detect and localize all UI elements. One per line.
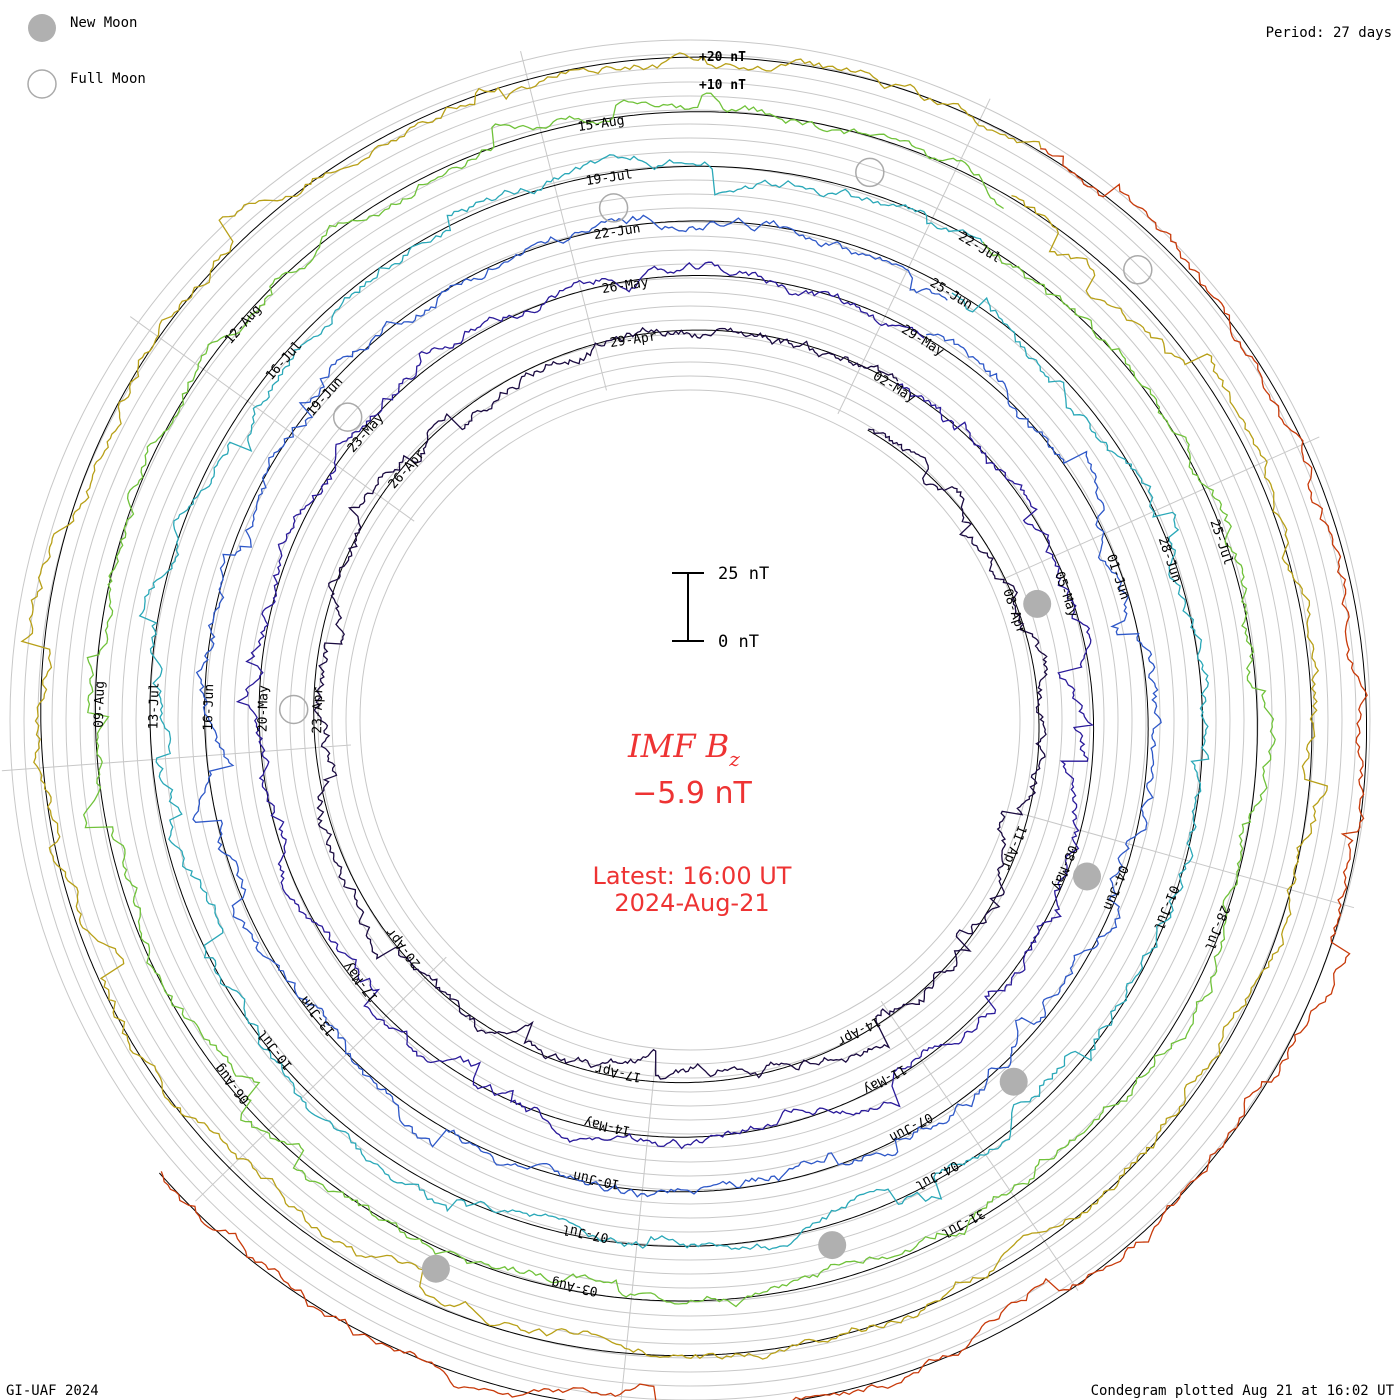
date-label: 31-Jul	[939, 1205, 987, 1241]
full-moon-icon	[28, 70, 56, 98]
date-label: 16-Jul	[263, 338, 305, 383]
scale-bar: 25 nT 0 nT	[672, 564, 769, 652]
date-label: 09-Aug	[92, 681, 108, 728]
legend: New Moon Full Moon	[28, 14, 146, 98]
scale-bar-bottom-label: 0 nT	[718, 632, 759, 652]
new-moon-icon	[28, 14, 56, 42]
date-label: 20-May	[255, 685, 271, 733]
date-label: 14-May	[583, 1114, 632, 1138]
date-label: 02-May	[870, 369, 918, 406]
footer-plot-time: Condegram plotted Aug 21 at 16:02 UT	[1091, 1383, 1395, 1399]
new-moon-marker	[818, 1231, 846, 1259]
date-label: 28-Jul	[1201, 903, 1232, 952]
new-moon-marker	[1073, 863, 1101, 891]
grid-ring	[346, 376, 1034, 1064]
condegram-chart: 08-Apr11-Apr14-Apr17-Apr20-Apr23-Apr26-A…	[0, 0, 1400, 1400]
center-title-subscript: z	[728, 747, 740, 771]
center-title: IMF Bz	[627, 727, 740, 771]
grid-spoke	[2, 745, 351, 771]
date-label: 03-Aug	[550, 1274, 599, 1298]
full-moon-marker	[280, 696, 308, 724]
date-label: 08-Apr	[999, 587, 1028, 636]
date-label: 22-Jul	[956, 229, 1004, 266]
date-label: 01-Jun	[1103, 552, 1132, 601]
date-label: 25-Jul	[1206, 518, 1235, 567]
series-rotation-2	[238, 262, 1093, 1148]
moon-markers	[280, 158, 1152, 1282]
new-moon-marker	[1023, 590, 1051, 618]
center-title-main: IMF B	[627, 727, 729, 765]
date-label: 10-Jun	[572, 1167, 621, 1191]
date-label: 26-May	[601, 275, 650, 297]
date-label: 16-Jun	[201, 684, 217, 731]
date-label: 14-Apr	[834, 1013, 883, 1049]
date-label: 15-Aug	[577, 113, 626, 135]
grid-ring	[318, 348, 1062, 1092]
date-labels: 08-Apr11-Apr14-Apr17-Apr20-Apr23-Apr26-A…	[92, 113, 1236, 1298]
date-label: 12-Aug	[222, 302, 264, 347]
grid-ring	[290, 320, 1090, 1120]
date-label: 28-Jun	[1155, 535, 1184, 584]
new-moon-marker	[422, 1255, 450, 1283]
date-label: 04-Jun	[1099, 863, 1130, 912]
footer-credit: GI-UAF 2024	[6, 1383, 99, 1399]
date-label: 13-Jul	[146, 682, 162, 729]
grid-ring	[108, 138, 1272, 1302]
date-label: 23-Apr	[310, 686, 326, 734]
date-label: 13-Jun	[298, 993, 339, 1039]
date-label: 01-Jul	[1150, 883, 1181, 932]
full-moon-marker	[1124, 256, 1152, 284]
center-readout: IMF Bz −5.9 nT Latest: 16:00 UT 2024-Aug…	[593, 727, 792, 917]
scale-label-20: +20 nT	[699, 50, 746, 65]
period-label: Period: 27 days	[1266, 25, 1392, 41]
date-label: 29-Apr	[609, 329, 658, 351]
legend-full-moon-label: Full Moon	[70, 71, 146, 87]
full-moon-marker	[856, 158, 884, 186]
current-value: −5.9 nT	[632, 776, 752, 811]
grid-spoke	[521, 51, 607, 390]
full-moon-marker	[600, 194, 628, 222]
latest-date: 2024-Aug-21	[614, 889, 769, 917]
date-label: 23-May	[345, 411, 387, 456]
legend-new-moon-label: New Moon	[70, 15, 137, 31]
latest-time: Latest: 16:00 UT	[593, 862, 792, 890]
date-label: 22-Jun	[593, 221, 642, 243]
scale-label-10: +10 nT	[699, 78, 746, 93]
new-moon-marker	[1000, 1068, 1028, 1096]
grid-ring	[360, 390, 1020, 1050]
date-label: 20-Apr	[383, 925, 424, 971]
grid-ring	[66, 96, 1314, 1344]
grid-ring	[332, 362, 1048, 1078]
scale-bar-top-label: 25 nT	[718, 564, 769, 584]
grid-ring	[122, 152, 1258, 1288]
grid-ring	[52, 82, 1328, 1358]
full-moon-marker	[334, 403, 362, 431]
